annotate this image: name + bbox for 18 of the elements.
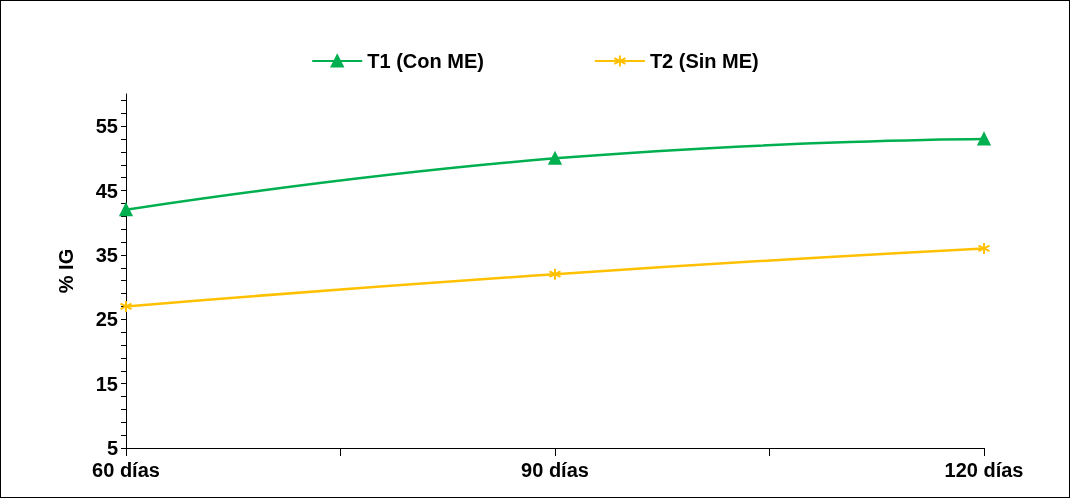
y-tick-label: 15 xyxy=(95,372,118,395)
y-tick-label: 45 xyxy=(95,179,118,202)
point xyxy=(548,267,562,281)
y-tick-label: 5 xyxy=(106,437,118,459)
y-tick-label: 35 xyxy=(95,243,118,266)
point xyxy=(548,151,562,165)
x-tick-label: 90 días xyxy=(521,459,589,481)
y-axis-title: % IG xyxy=(55,248,77,294)
y-tick-label: 55 xyxy=(95,115,118,138)
point xyxy=(977,132,991,146)
x-tick-label: 120 días xyxy=(944,459,1024,481)
legend-label: T2 (Sin ME) xyxy=(649,50,759,72)
point xyxy=(119,203,133,217)
point xyxy=(119,299,133,313)
legend-label: T1 (Con ME) xyxy=(367,50,484,72)
point xyxy=(977,241,991,255)
y-tick-label: 25 xyxy=(95,308,118,331)
x-tick-label: 60 días xyxy=(92,459,160,481)
